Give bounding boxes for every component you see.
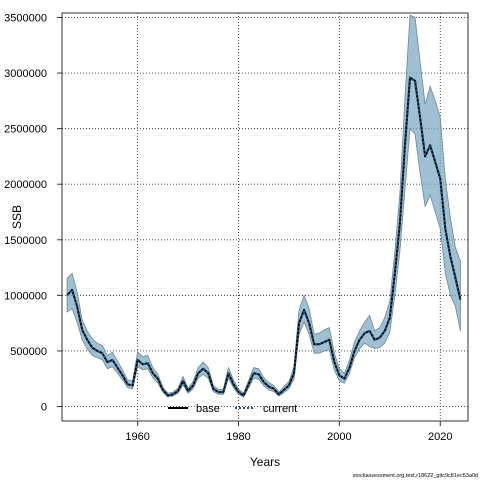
x-axis: 1960 1980 2000 2020 xyxy=(125,421,453,443)
legend-current-label: current xyxy=(263,403,297,415)
y-tick-label: 2000000 xyxy=(4,179,47,191)
y-tick-label: 2500000 xyxy=(4,124,47,136)
series-lines xyxy=(66,76,462,397)
x-axis-title: Years xyxy=(250,455,280,469)
x-tick-label: 2000 xyxy=(327,431,351,443)
y-axis: 0 500000 1000000 1500000 2000000 2500000 30000… xyxy=(4,12,62,414)
y-tick-label: 0 xyxy=(41,402,47,414)
y-tick-label: 1500000 xyxy=(4,235,47,247)
legend: base current xyxy=(168,403,297,415)
plot-frame xyxy=(61,12,469,422)
y-tick-label: 500000 xyxy=(10,346,47,358)
x-tick-label: 1980 xyxy=(226,431,250,443)
x-tick-label: 2020 xyxy=(428,431,452,443)
x-tick-label: 1960 xyxy=(125,431,149,443)
y-axis-title: SSB xyxy=(10,205,24,229)
legend-base-label: base xyxy=(196,403,220,415)
y-tick-label: 3000000 xyxy=(4,68,47,80)
y-tick-label: 1000000 xyxy=(4,290,47,302)
series-line-current xyxy=(66,76,462,397)
footer-credit: stockassessment.org,test,r18622_gitc9c81… xyxy=(353,473,478,479)
y-tick-label: 3500000 xyxy=(4,12,47,24)
